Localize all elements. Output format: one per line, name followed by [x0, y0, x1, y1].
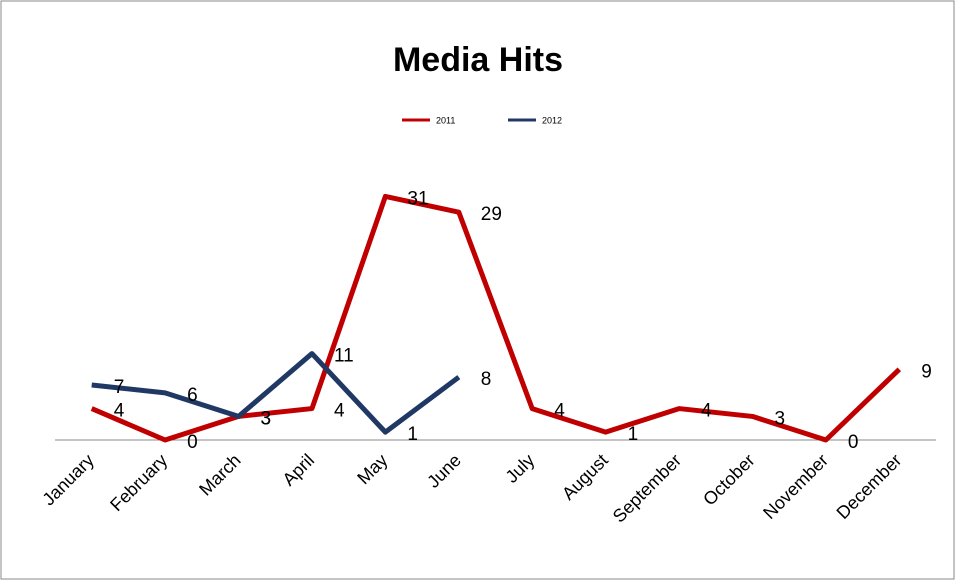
data-label: 6: [187, 385, 198, 406]
data-label: 9: [921, 361, 932, 382]
chart-title: Media Hits: [393, 41, 563, 79]
data-label: 11: [334, 346, 354, 367]
data-label: 3: [261, 408, 272, 429]
data-label: 0: [187, 432, 198, 453]
data-label: 4: [554, 401, 565, 422]
data-label: 8: [481, 369, 492, 390]
data-label: 4: [114, 401, 125, 422]
data-label: 3: [774, 408, 785, 429]
data-label: 4: [334, 401, 345, 422]
data-label: 1: [628, 424, 639, 445]
line-series: [90, 193, 902, 443]
legend-label: 2012: [542, 115, 562, 125]
data-label: 3: [261, 408, 272, 429]
data-label: 7: [114, 377, 125, 398]
legend-label: 2011: [436, 115, 455, 125]
data-label: 0: [848, 432, 859, 453]
data-label: 31: [407, 188, 428, 209]
data-label: 29: [481, 204, 502, 225]
data-label: 1: [407, 424, 418, 445]
data-label: 4: [701, 401, 712, 422]
line-series: [91, 351, 461, 435]
